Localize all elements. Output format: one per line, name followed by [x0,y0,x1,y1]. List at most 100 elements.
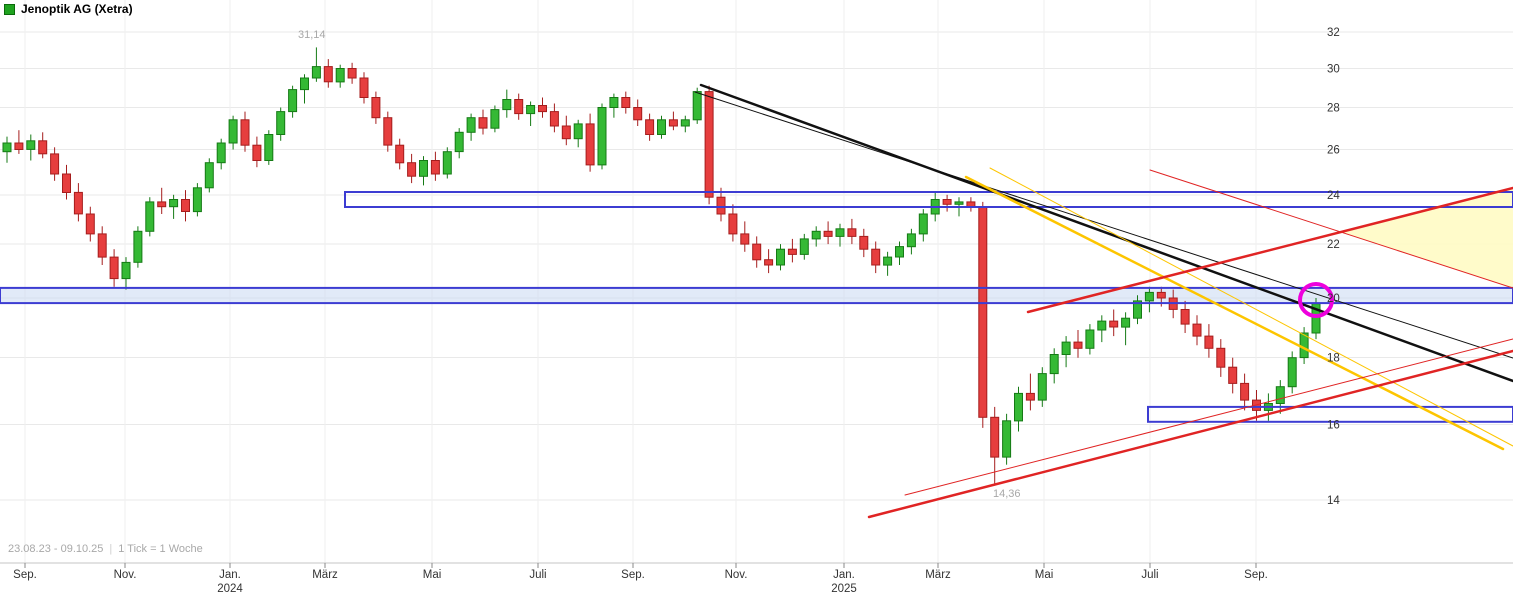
candle [787,248,797,255]
tick-interval-label: 1 Tick = 1 Woche [118,543,203,555]
candle [1061,341,1071,356]
svg-text:Jan.: Jan. [219,569,241,581]
candle [978,206,988,418]
uptrend-lower-inner [904,338,1513,496]
candle [597,107,607,166]
candle [1025,392,1035,401]
candles [2,47,1321,486]
candle [62,173,71,193]
candle [906,233,916,248]
candle [1156,291,1166,299]
candle [514,99,524,115]
chart-footer: 23.08.23 - 09.10.25 | 1 Tick = 1 Woche [8,543,203,555]
candle [252,144,262,161]
svg-text:Nov.: Nov. [725,569,748,581]
svg-text:Juli: Juli [529,569,546,581]
svg-text:2024: 2024 [217,583,243,595]
candle [1180,309,1190,325]
candle [883,256,893,266]
candle [38,140,48,155]
candle [1216,347,1226,368]
candle [692,91,702,121]
highlight [1298,282,1334,318]
candle [2,142,12,153]
gridlines [0,0,1513,563]
resistance-zone-24 [344,191,1513,208]
axis-labels: 32 30 28 26 24 22 20 18 16 14 Sep. Nov. Jan. März Mai J… [13,27,1340,595]
candle [181,199,190,212]
candle [549,111,559,127]
candle [240,119,250,146]
candle [704,91,714,198]
candle [442,151,452,175]
date-range-label: 23.08.23 - 09.10.25 [8,543,104,555]
svg-text:30: 30 [1327,64,1340,76]
instrument-name-label: Jenoptik AG (Xetra) [21,2,133,16]
candle [228,119,238,144]
candle [430,160,440,175]
candle [859,235,869,250]
candle [300,77,309,91]
candle [478,117,488,129]
svg-text:Jan.: Jan. [833,569,855,581]
downtrend-major [699,83,1513,383]
candle [740,233,750,245]
candle [966,201,976,208]
svg-text:März: März [925,569,951,581]
candle [764,259,774,266]
candle [335,68,345,83]
candle [73,191,83,215]
candle [85,213,95,235]
candle [811,230,821,240]
trendlines [694,83,1513,519]
svg-text:31,14: 31,14 [298,29,326,41]
candle [585,123,595,166]
support-zone-16 [1147,405,1513,423]
candle [1014,392,1023,422]
candle [1204,335,1214,349]
candle [276,111,286,135]
candle [419,160,428,177]
svg-text:22: 22 [1327,239,1340,251]
candle [645,119,655,136]
candle [1192,323,1202,337]
candle [466,117,476,133]
candle [109,256,119,280]
candle [192,187,202,213]
candle [157,201,167,208]
candle [1073,341,1083,349]
candle [1275,386,1285,405]
candle [490,109,500,129]
svg-text:32: 32 [1327,27,1340,39]
candle [50,153,60,175]
zone-fills [0,188,1513,304]
svg-text:Juli: Juli [1141,569,1158,581]
candle [942,199,952,205]
candle [728,213,738,235]
candle [538,105,547,113]
svg-text:14,36: 14,36 [993,488,1021,500]
candle [895,246,904,258]
candle [799,238,809,255]
target-wedge-area [1341,188,1513,288]
candle [668,119,678,127]
candle [311,66,321,79]
downtrend-steep [964,175,1505,451]
candle [502,99,512,111]
downtrend-inner [694,91,1513,359]
candle [1109,320,1119,328]
candle [288,89,298,113]
svg-text:26: 26 [1327,145,1340,157]
svg-text:16: 16 [1327,419,1340,431]
candle [264,134,274,161]
svg-text:2025: 2025 [831,583,857,595]
candle [371,97,381,119]
candle [395,144,405,164]
candle [1121,317,1131,328]
candle [133,230,143,263]
candle [609,97,619,108]
candle [14,142,24,150]
support-zone-20 [0,286,1513,305]
